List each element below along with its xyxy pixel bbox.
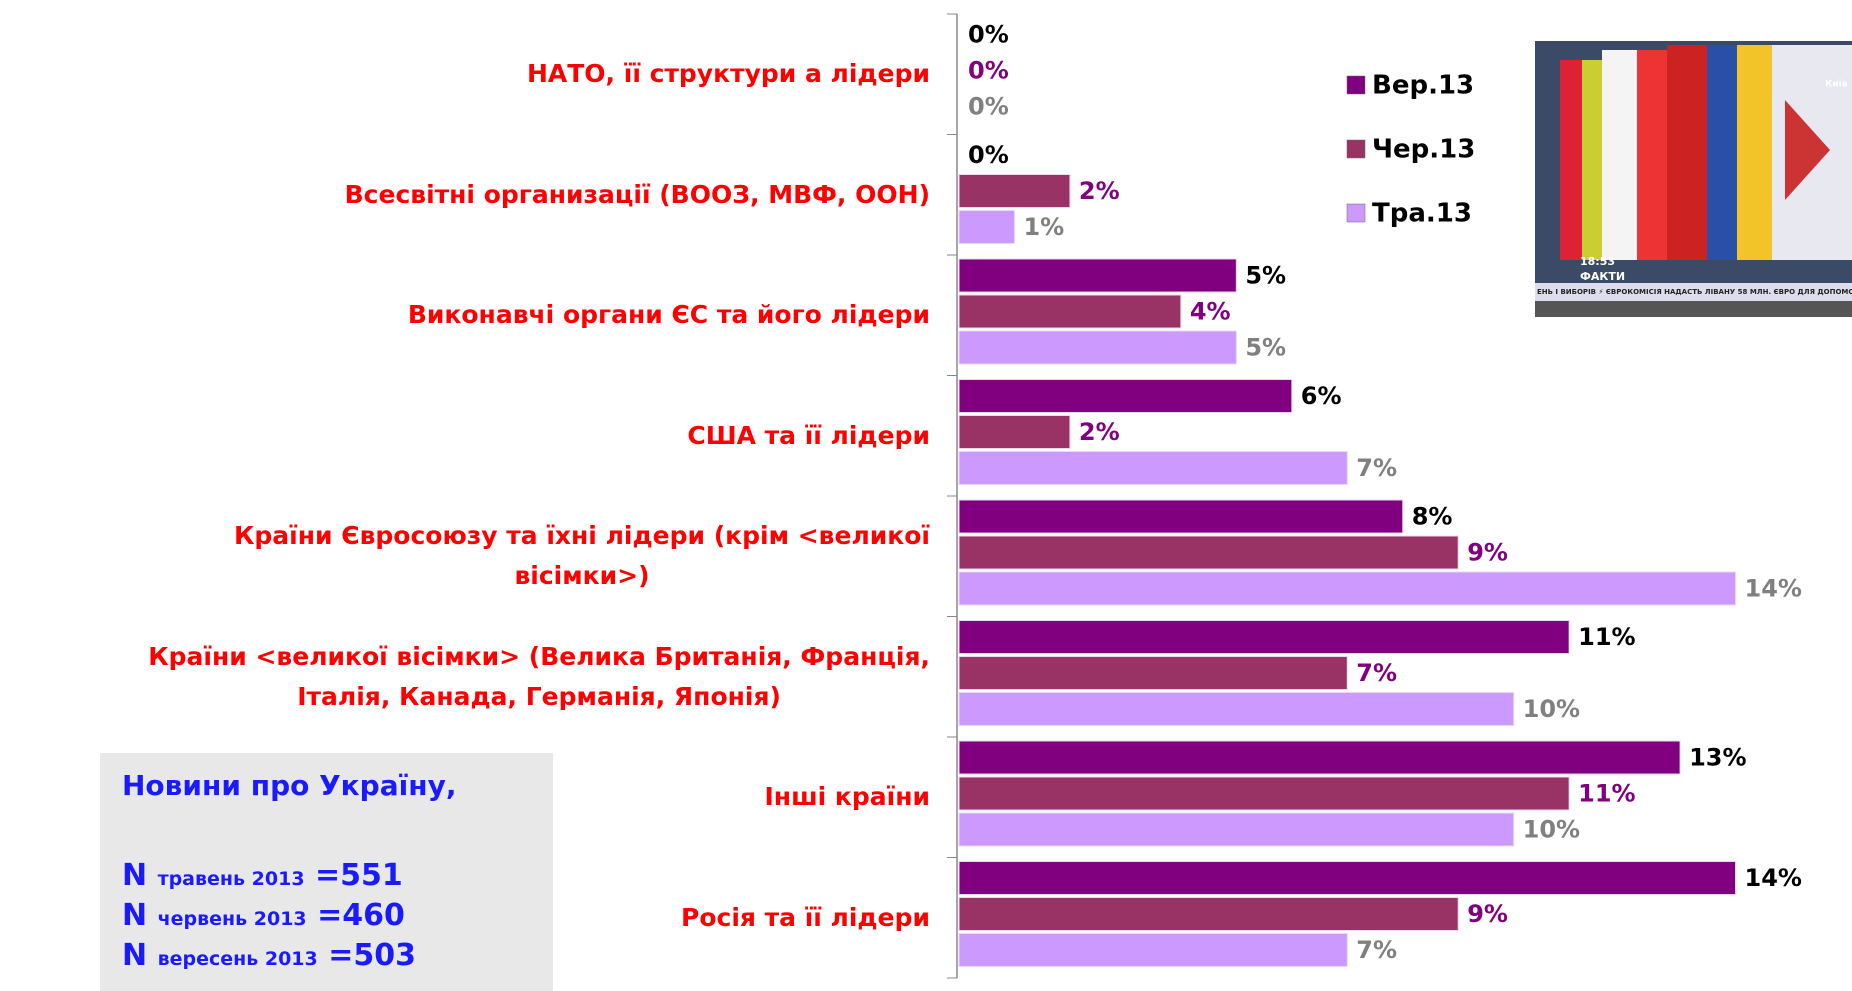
bar bbox=[959, 211, 1014, 244]
thumb-ticker: ЕНЬ І ВИБОРІВ ⚡ ЄВРОКОМІСІЯ НАДАСТЬ ЛІВА… bbox=[1537, 288, 1852, 296]
bar bbox=[959, 898, 1458, 931]
bar bbox=[959, 862, 1736, 895]
bar bbox=[959, 175, 1070, 208]
thumb-time: 18:53 bbox=[1580, 255, 1615, 268]
sample-line: N червень 2013 =460 bbox=[122, 898, 405, 933]
box-title: Новини про Україну, bbox=[122, 769, 456, 802]
value-label: 5% bbox=[1245, 334, 1286, 362]
value-label: 2% bbox=[1079, 177, 1120, 205]
value-label: 6% bbox=[1301, 382, 1342, 410]
sample-period: травень 2013 bbox=[158, 868, 305, 890]
bar bbox=[959, 777, 1569, 810]
value-label: 10% bbox=[1523, 816, 1580, 844]
category-label: Всесвітні организації (ВООЗ, МВФ, ООН) bbox=[345, 175, 930, 215]
page: 18:53 ФАКТИ Київ ЕНЬ І ВИБОРІВ ⚡ ЄВРОКОМ… bbox=[0, 0, 1852, 991]
value-label: 7% bbox=[1356, 936, 1397, 964]
bar bbox=[959, 259, 1236, 292]
bar bbox=[959, 572, 1736, 605]
sample-n: N bbox=[122, 938, 147, 973]
sample-value: =460 bbox=[317, 898, 405, 933]
legend-swatch bbox=[1347, 76, 1365, 94]
category-label: Виконавчі органи ЄС та його лідери bbox=[408, 295, 930, 335]
value-label: 1% bbox=[1023, 213, 1064, 241]
bar bbox=[959, 452, 1347, 485]
thumb-logo: ФАКТИ bbox=[1580, 270, 1625, 283]
legend-swatch bbox=[1347, 204, 1365, 222]
value-label: 0% bbox=[968, 141, 1009, 169]
legend-swatch bbox=[1347, 140, 1365, 158]
bar bbox=[959, 934, 1347, 967]
value-label: 7% bbox=[1356, 454, 1397, 482]
bar bbox=[959, 380, 1292, 413]
value-label: 4% bbox=[1190, 298, 1231, 326]
category-label: НАТО, її структури а лідери bbox=[527, 54, 930, 94]
sample-period: червень 2013 bbox=[158, 908, 307, 930]
legend-label: Чер.13 bbox=[1372, 135, 1475, 165]
thumb-corner: Київ bbox=[1825, 80, 1848, 90]
value-label: 14% bbox=[1745, 575, 1802, 603]
value-label: 5% bbox=[1245, 262, 1286, 290]
sample-n: N bbox=[122, 858, 147, 893]
bar bbox=[959, 331, 1236, 364]
sample-value: =503 bbox=[328, 938, 416, 973]
category-label: Інші країни bbox=[765, 777, 931, 817]
bar bbox=[959, 693, 1514, 726]
value-label: 0% bbox=[968, 93, 1009, 121]
bar bbox=[959, 621, 1569, 654]
value-label: 9% bbox=[1467, 900, 1508, 928]
bar bbox=[959, 536, 1458, 569]
bar bbox=[959, 416, 1070, 449]
value-label: 11% bbox=[1578, 780, 1635, 808]
category-label: Росія та її лідери bbox=[681, 898, 930, 938]
category-label: Країни Євросоюзу та їхні лідери (крім <в… bbox=[234, 516, 930, 596]
bar bbox=[959, 657, 1347, 690]
sample-value: =551 bbox=[315, 858, 403, 893]
sample-line: N травень 2013 =551 bbox=[122, 858, 403, 893]
value-label: 0% bbox=[968, 57, 1009, 85]
bar bbox=[959, 813, 1514, 846]
value-label: 14% bbox=[1745, 864, 1802, 892]
sample-n: N bbox=[122, 898, 147, 933]
legend-label: Вер.13 bbox=[1372, 71, 1474, 101]
legend-label: Тра.13 bbox=[1372, 199, 1472, 229]
value-label: 2% bbox=[1079, 418, 1120, 446]
value-label: 10% bbox=[1523, 695, 1580, 723]
bar bbox=[959, 741, 1680, 774]
category-label: Країни <великої вісімки> (Велика Британі… bbox=[148, 637, 930, 717]
value-label: 11% bbox=[1578, 623, 1635, 651]
value-label: 13% bbox=[1689, 744, 1746, 772]
category-label: США та її лідери bbox=[687, 416, 930, 456]
bar bbox=[959, 500, 1403, 533]
value-label: 0% bbox=[968, 21, 1009, 49]
value-label: 8% bbox=[1412, 503, 1453, 531]
value-label: 7% bbox=[1356, 659, 1397, 687]
value-label: 9% bbox=[1467, 539, 1508, 567]
sample-line: N вересень 2013 =503 bbox=[122, 938, 416, 973]
sample-period: вересень 2013 bbox=[158, 948, 318, 970]
bar bbox=[959, 295, 1181, 328]
